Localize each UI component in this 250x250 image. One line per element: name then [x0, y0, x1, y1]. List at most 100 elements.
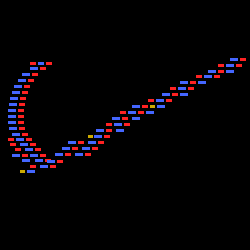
Bar	[162, 93, 170, 96]
Bar	[18, 79, 26, 82]
Bar	[226, 64, 234, 67]
Bar	[218, 64, 224, 67]
Bar	[20, 97, 26, 100]
Bar	[24, 85, 30, 88]
Bar	[35, 159, 43, 162]
Bar	[30, 143, 36, 146]
Bar	[22, 154, 28, 157]
Bar	[148, 99, 154, 102]
Bar	[10, 143, 16, 146]
Bar	[8, 138, 14, 141]
Bar	[142, 105, 148, 108]
Bar	[68, 141, 76, 144]
Bar	[94, 135, 102, 138]
Bar	[196, 75, 202, 78]
Bar	[180, 93, 188, 96]
Bar	[16, 138, 24, 141]
Bar	[9, 127, 17, 130]
Bar	[180, 81, 188, 84]
Bar	[25, 148, 33, 151]
Bar	[116, 129, 124, 132]
Bar	[82, 147, 90, 150]
Bar	[30, 165, 36, 168]
Bar	[146, 111, 154, 114]
Bar	[20, 170, 25, 173]
Bar	[156, 99, 164, 102]
Bar	[166, 99, 172, 102]
Bar	[65, 153, 71, 156]
Bar	[138, 111, 144, 114]
Bar	[22, 133, 28, 136]
Bar	[40, 67, 46, 70]
Bar	[106, 123, 112, 126]
Bar	[96, 129, 104, 132]
Bar	[40, 154, 46, 157]
Bar	[19, 127, 25, 130]
Bar	[75, 153, 83, 156]
Bar	[30, 62, 36, 65]
Bar	[122, 117, 128, 120]
Bar	[218, 70, 224, 73]
Bar	[204, 75, 212, 78]
Bar	[27, 170, 35, 173]
Bar	[20, 143, 28, 146]
Bar	[12, 154, 20, 157]
Bar	[47, 160, 55, 163]
Bar	[188, 87, 194, 90]
Bar	[30, 67, 38, 70]
Bar	[8, 115, 16, 118]
Bar	[19, 103, 25, 106]
Bar	[38, 62, 44, 65]
Bar	[214, 75, 220, 78]
Bar	[240, 58, 246, 61]
Bar	[15, 148, 21, 151]
Bar	[85, 153, 91, 156]
Bar	[18, 109, 24, 112]
Bar	[88, 135, 93, 138]
Bar	[230, 58, 238, 61]
Bar	[45, 159, 51, 162]
Bar	[92, 147, 98, 150]
Bar	[28, 79, 34, 82]
Bar	[14, 85, 22, 88]
Bar	[10, 97, 18, 100]
Bar	[40, 165, 48, 168]
Bar	[226, 70, 234, 73]
Bar	[98, 141, 104, 144]
Bar	[170, 87, 176, 90]
Bar	[57, 160, 63, 163]
Bar	[18, 115, 24, 118]
Bar	[12, 133, 20, 136]
Bar	[46, 62, 52, 65]
Bar	[172, 93, 178, 96]
Bar	[50, 165, 56, 168]
Bar	[208, 70, 216, 73]
Bar	[124, 123, 130, 126]
Bar	[22, 159, 30, 162]
Bar	[132, 117, 140, 120]
Bar	[8, 109, 16, 112]
Bar	[72, 147, 78, 150]
Bar	[114, 123, 122, 126]
Bar	[198, 81, 206, 84]
Bar	[104, 135, 110, 138]
Bar	[9, 103, 17, 106]
Bar	[106, 129, 112, 132]
Bar	[190, 81, 196, 84]
Bar	[8, 121, 16, 124]
Bar	[26, 138, 32, 141]
Bar	[128, 111, 136, 114]
Bar	[22, 73, 30, 76]
Bar	[30, 154, 38, 157]
Bar	[112, 117, 120, 120]
Bar	[132, 105, 140, 108]
Bar	[18, 121, 24, 124]
Bar	[22, 91, 28, 94]
Bar	[157, 105, 165, 108]
Bar	[12, 91, 20, 94]
Bar	[236, 64, 242, 67]
Bar	[150, 105, 155, 108]
Bar	[88, 141, 96, 144]
Bar	[62, 147, 70, 150]
Bar	[78, 141, 84, 144]
